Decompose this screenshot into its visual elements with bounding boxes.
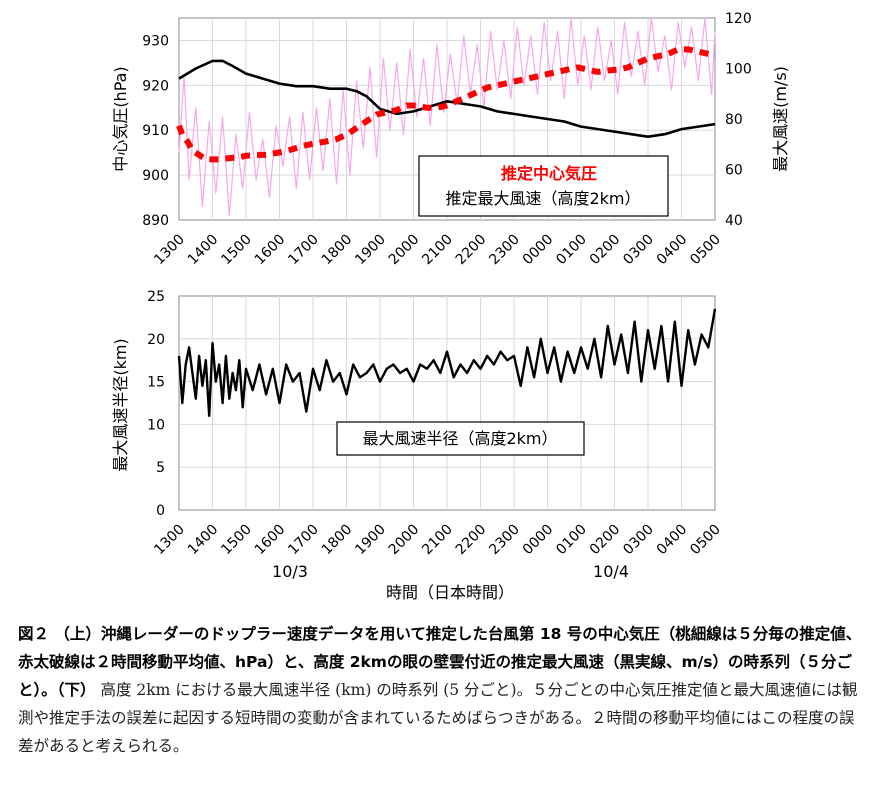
chart-top-series-0-line [176, 46, 716, 163]
chart-top-x-tick-2: 1500 [218, 232, 255, 269]
chart-top-right-tick-3: 60 [725, 163, 743, 179]
chart-bottom-y-ticks: 25 20 15 10 5 0 [147, 289, 165, 519]
chart-top-x-tick-15: 0400 [654, 232, 691, 269]
chart-bottom-grid [179, 296, 715, 510]
chart-top-right-tick-0: 120 [725, 11, 752, 27]
chart-top-x-tick-4: 1700 [285, 232, 322, 269]
chart-top-x-tick-9: 2200 [453, 232, 490, 269]
chart-bottom-x-tick-6: 1900 [352, 522, 389, 559]
chart-top-x-tick-13: 0200 [587, 232, 624, 269]
chart-bottom-x-tick-14: 0300 [620, 522, 657, 559]
chart-bottom-x-tick-13: 0200 [587, 522, 624, 559]
chart-bottom-x-tick-3: 1600 [252, 522, 289, 559]
chart-top-right-tick-2: 80 [725, 112, 743, 128]
chart-top: 930 920 910 900 890 120 100 80 60 40 13001400150… [111, 11, 790, 268]
chart-top-x-tick-6: 1900 [352, 232, 389, 269]
chart-bottom-x-tick-12: 0100 [553, 522, 590, 559]
chart-top-x-tick-11: 0000 [520, 232, 557, 269]
chart-top-x-tick-5: 1800 [319, 232, 356, 269]
chart-top-left-tick-0: 930 [142, 33, 169, 49]
chart-bottom-x-tick-5: 1800 [319, 522, 356, 559]
figure-caption-bold: 図２ （上）沖縄レーダーのドップラー速度データを用いて推定した台風第 18 号の… [18, 625, 862, 699]
chart-bottom-x-tick-16: 0500 [687, 522, 724, 559]
chart-bottom-y-tick-0: 25 [147, 289, 165, 305]
chart-top-left-axis-label: 中心気圧(hPa) [111, 66, 130, 171]
chart-bottom-x-tick-9: 2200 [453, 522, 490, 559]
chart-bottom-y-tick-1: 20 [147, 332, 165, 348]
chart-bottom-x-tick-10: 2300 [486, 522, 523, 559]
chart-top-x-tick-1: 1400 [185, 232, 222, 269]
chart-bottom-x-ticks: 1300140015001600170018001900200021002200… [151, 522, 724, 559]
figure-caption: 図２ （上）沖縄レーダーのドップラー速度データを用いて推定した台風第 18 号の… [18, 620, 870, 760]
chart-top-right-tick-1: 100 [725, 62, 752, 78]
chart-top-x-tick-8: 2100 [419, 232, 456, 269]
chart-bottom-legend-box [336, 421, 585, 456]
chart-top-x-tick-12: 0100 [553, 232, 590, 269]
chart-bottom-x-tick-1: 1400 [185, 522, 222, 559]
chart-bottom-x-tick-15: 0400 [654, 522, 691, 559]
chart-bottom-day-label-2: 10/4 [593, 562, 629, 581]
chart-bottom-legend-radius: 最大風速半径（高度2km） [362, 429, 557, 448]
chart-bottom-y-tick-4: 5 [156, 460, 165, 476]
chart-top-right-ticks: 120 100 80 60 40 [725, 11, 752, 229]
chart-top-legend-box [418, 155, 669, 217]
chart-top-x-ticks: 1300140015001600170018001900200021002200… [151, 232, 724, 269]
chart-bottom-y-tick-5: 0 [156, 503, 165, 519]
chart-bottom-x-tick-8: 2100 [419, 522, 456, 559]
chart-bottom-day-label-1: 10/3 [272, 562, 308, 581]
chart-bottom-y-axis-label: 最大風速半径(km) [111, 338, 130, 471]
chart-top-x-tick-3: 1600 [252, 232, 289, 269]
chart-bottom-x-tick-4: 1700 [285, 522, 322, 559]
chart-top-left-tick-2: 910 [142, 123, 169, 139]
chart-top-legend-wind: 推定最大風速（高度2km） [445, 189, 640, 208]
chart-top-right-tick-4: 40 [725, 213, 743, 229]
chart-bottom-y-tick-2: 15 [147, 375, 165, 391]
chart-bottom-x-tick-7: 2000 [386, 522, 423, 559]
figure-caption-body: 高度 2km における最大風速半径 (km) の時系列 (5 分ごと)。５分ごと… [18, 681, 858, 755]
chart-top-x-tick-10: 2300 [486, 232, 523, 269]
chart-top-left-tick-3: 900 [142, 168, 169, 184]
chart-top-right-axis-label: 最大風速(m/s) [771, 66, 790, 172]
chart-bottom-y-tick-3: 10 [147, 417, 165, 433]
chart-top-x-tick-16: 0500 [687, 232, 724, 269]
chart-top-series-1-line [178, 17, 716, 217]
chart-top-series [176, 17, 716, 217]
chart-bottom-x-tick-2: 1500 [218, 522, 255, 559]
chart-top-x-tick-14: 0300 [620, 232, 657, 269]
chart-bottom-x-tick-0: 1300 [151, 522, 188, 559]
chart-bottom-series [177, 308, 717, 417]
chart-top-legend-pressure: 推定中心気圧 [501, 164, 597, 183]
chart-top-x-tick-7: 2000 [386, 232, 423, 269]
chart-top-x-tick-0: 1300 [151, 232, 188, 269]
chart-top-left-tick-1: 920 [142, 78, 169, 94]
chart-bottom-x-tick-11: 0000 [520, 522, 557, 559]
chart-top-left-tick-4: 890 [142, 213, 169, 229]
chart-bottom-x-axis-label: 時間（日本時間） [386, 583, 514, 602]
chart-top-left-ticks: 930 920 910 900 890 [142, 33, 169, 229]
chart-bottom-series-0-line [177, 308, 717, 417]
